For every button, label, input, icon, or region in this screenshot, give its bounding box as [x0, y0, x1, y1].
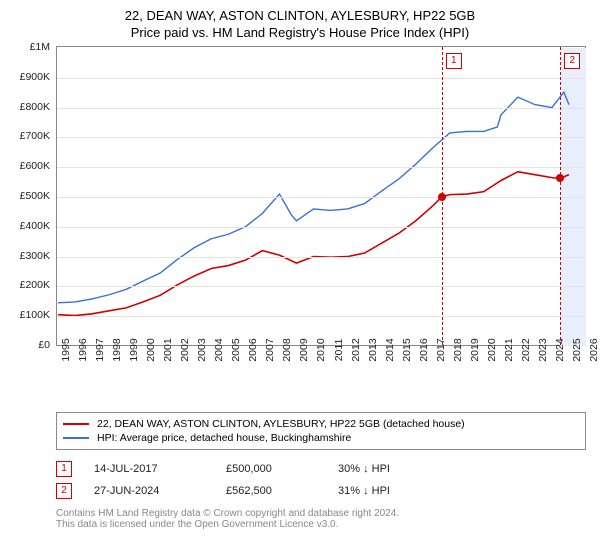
- xtick-label: 2003: [196, 338, 208, 361]
- xtick-label: 1997: [94, 338, 106, 361]
- xtick-label: 2020: [486, 338, 498, 361]
- xtick-label: 2010: [315, 338, 327, 361]
- chart-subtitle: Price paid vs. HM Land Registry's House …: [12, 25, 588, 40]
- ytick-label: £400K: [20, 220, 50, 232]
- ytick-label: £800K: [20, 101, 50, 113]
- event-delta: 30% ↓ HPI: [338, 463, 468, 475]
- xtick-label: 2024: [554, 338, 566, 361]
- xtick-label: 2022: [520, 338, 532, 361]
- ytick-label: £1M: [30, 41, 50, 53]
- marker-box: 1: [446, 53, 462, 69]
- legend-row: HPI: Average price, detached house, Buck…: [63, 431, 579, 445]
- xtick-label: 2015: [401, 338, 413, 361]
- xtick-label: 2008: [281, 338, 293, 361]
- legend-label: HPI: Average price, detached house, Buck…: [97, 432, 351, 444]
- ytick-label: £300K: [20, 250, 50, 262]
- xtick-label: 2007: [264, 338, 276, 361]
- xtick-label: 2019: [469, 338, 481, 361]
- data-marker: [556, 174, 564, 182]
- event-row: 2 27-JUN-2024 £562,500 31% ↓ HPI: [56, 480, 586, 502]
- xtick-label: 2002: [179, 338, 191, 361]
- ytick-label: £500K: [20, 190, 50, 202]
- chart-container: 22, DEAN WAY, ASTON CLINTON, AYLESBURY, …: [0, 0, 600, 536]
- xtick-label: 2026: [588, 338, 600, 361]
- plot-area: 12: [56, 46, 586, 346]
- event-date: 27-JUN-2024: [94, 485, 204, 497]
- ytick-label: £0: [38, 339, 50, 351]
- xtick-label: 2004: [213, 338, 225, 361]
- event-delta: 31% ↓ HPI: [338, 485, 468, 497]
- xtick-label: 2023: [537, 338, 549, 361]
- event-price: £500,000: [226, 463, 316, 475]
- chart-area: 12 £0£100K£200K£300K£400K£500K£600K£700K…: [56, 46, 586, 376]
- legend-row: 22, DEAN WAY, ASTON CLINTON, AYLESBURY, …: [63, 417, 579, 431]
- xtick-label: 2021: [503, 338, 515, 361]
- legend: 22, DEAN WAY, ASTON CLINTON, AYLESBURY, …: [56, 412, 586, 450]
- title-block: 22, DEAN WAY, ASTON CLINTON, AYLESBURY, …: [12, 8, 588, 40]
- event-row: 1 14-JUL-2017 £500,000 30% ↓ HPI: [56, 458, 586, 480]
- xtick-label: 1995: [60, 338, 72, 361]
- xtick-label: 2009: [298, 338, 310, 361]
- marker-box: 2: [564, 53, 580, 69]
- xtick-label: 1999: [128, 338, 140, 361]
- xtick-label: 2012: [350, 338, 362, 361]
- attribution: Contains HM Land Registry data © Crown c…: [56, 508, 586, 530]
- ytick-label: £100K: [20, 309, 50, 321]
- xtick-label: 2011: [333, 339, 345, 362]
- xtick-label: 2000: [145, 338, 157, 361]
- data-marker: [438, 193, 446, 201]
- ytick-label: £700K: [20, 130, 50, 142]
- xtick-label: 2006: [247, 338, 259, 361]
- event-table: 1 14-JUL-2017 £500,000 30% ↓ HPI 2 27-JU…: [56, 458, 586, 502]
- xtick-label: 2001: [162, 338, 174, 361]
- ytick-label: £900K: [20, 71, 50, 83]
- chart-title: 22, DEAN WAY, ASTON CLINTON, AYLESBURY, …: [12, 8, 588, 23]
- attribution-line: This data is licensed under the Open Gov…: [56, 519, 586, 530]
- xtick-label: 1998: [111, 338, 123, 361]
- xtick-label: 2014: [384, 338, 396, 361]
- xtick-label: 2016: [418, 338, 430, 361]
- legend-label: 22, DEAN WAY, ASTON CLINTON, AYLESBURY, …: [97, 418, 465, 430]
- xtick-label: 1996: [77, 338, 89, 361]
- legend-swatch-property: [63, 423, 89, 425]
- xtick-label: 2013: [367, 338, 379, 361]
- event-num-box: 1: [56, 461, 72, 477]
- series-line-property: [58, 172, 569, 316]
- event-date: 14-JUL-2017: [94, 463, 204, 475]
- legend-swatch-hpi: [63, 437, 89, 439]
- xtick-label: 2005: [230, 338, 242, 361]
- event-price: £562,500: [226, 485, 316, 497]
- xtick-label: 2017: [435, 338, 447, 361]
- xtick-label: 2025: [571, 338, 583, 361]
- event-num-box: 2: [56, 483, 72, 499]
- ytick-label: £200K: [20, 279, 50, 291]
- ytick-label: £600K: [20, 160, 50, 172]
- xtick-label: 2018: [452, 338, 464, 361]
- attribution-line: Contains HM Land Registry data © Crown c…: [56, 508, 586, 519]
